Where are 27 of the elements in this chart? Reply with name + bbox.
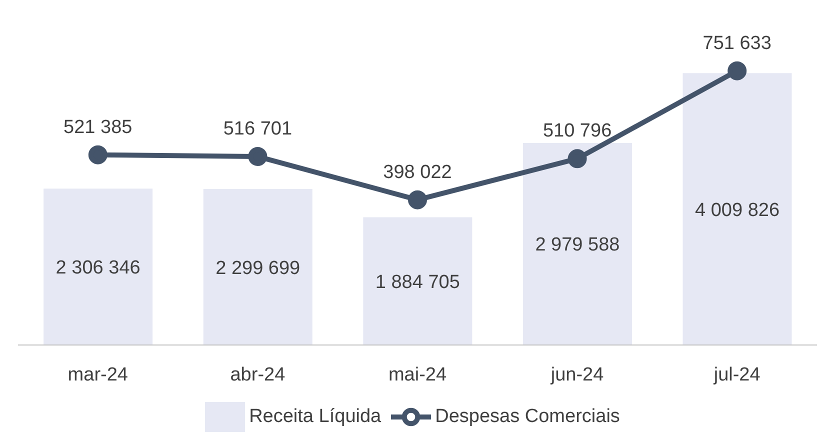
data-label: 510 796: [542, 120, 612, 142]
legend-label: Receita Líquida: [249, 406, 382, 428]
data-label: 751 633: [702, 32, 772, 54]
x-tick-label: mai-24: [388, 364, 447, 386]
legend-label: Despesas Comerciais: [435, 406, 620, 428]
data-label: 2 299 699: [216, 258, 300, 279]
x-tick-label: mar-24: [68, 364, 128, 386]
data-label: 398 022: [383, 162, 452, 183]
point: [88, 145, 108, 164]
point: [728, 61, 747, 80]
bar: [203, 189, 312, 345]
bar: [682, 73, 792, 345]
data-label: 1 884 705: [375, 272, 460, 293]
bar: [522, 142, 632, 345]
x-tick-label: abr-24: [230, 364, 286, 386]
point: [408, 190, 427, 210]
bar: [44, 188, 153, 345]
data-label: 516 701: [223, 118, 292, 140]
bar: [363, 217, 472, 345]
point: [568, 149, 587, 168]
x-tick-label: jul-24: [712, 364, 761, 386]
data-label: 2 306 346: [56, 258, 140, 279]
point: [248, 147, 268, 166]
x-tick-label: jun-24: [550, 364, 604, 386]
data-label: 2 979 588: [535, 234, 620, 256]
data-label: 4 009 826: [695, 200, 780, 221]
data-label: 521 385: [64, 116, 132, 138]
